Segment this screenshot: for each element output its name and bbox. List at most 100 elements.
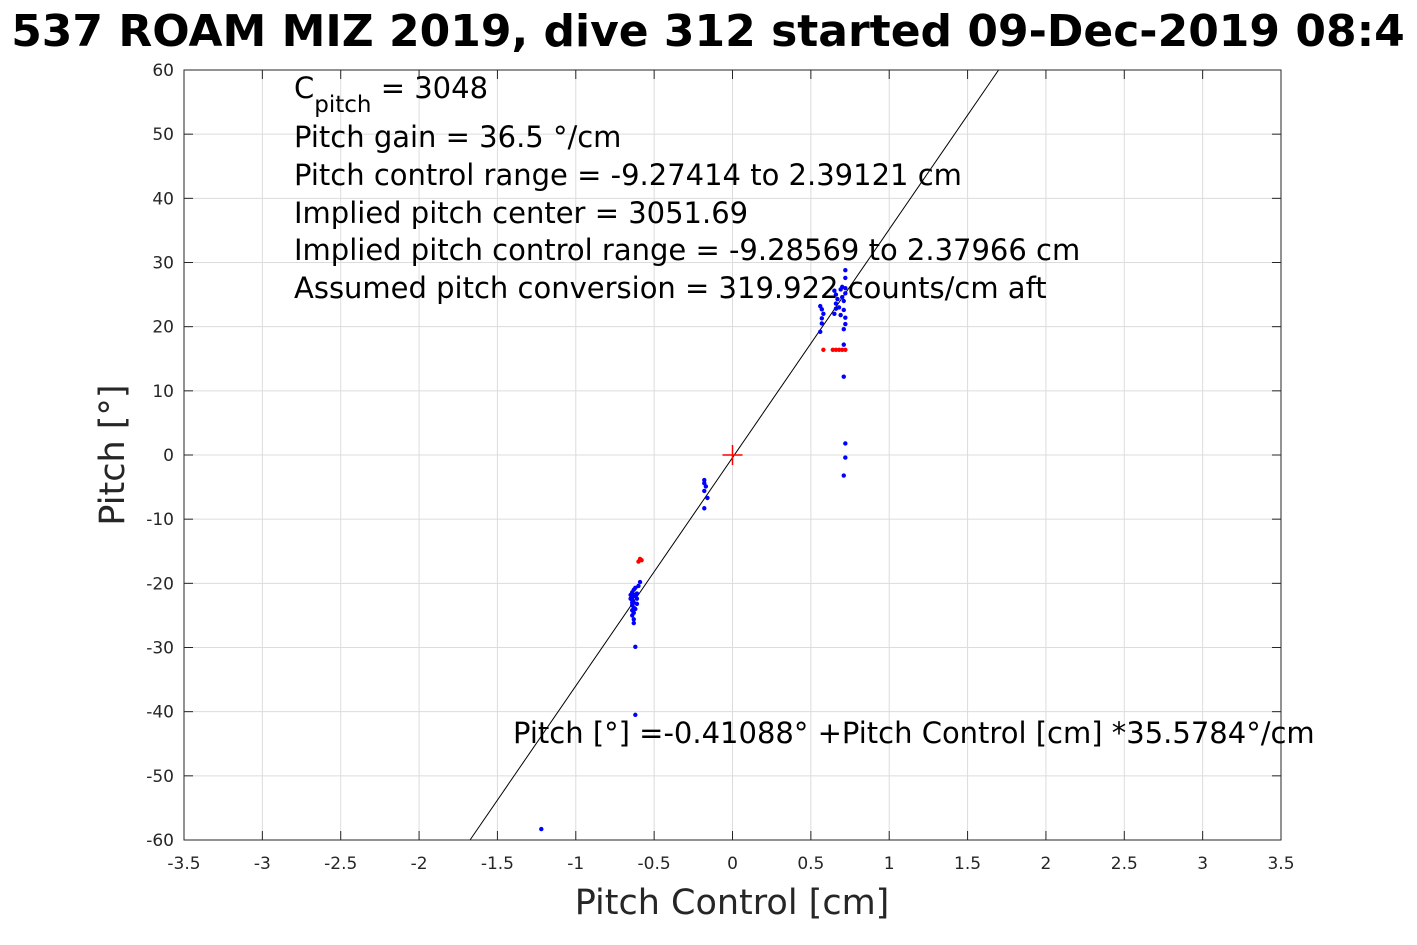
x-tick-label: 0.5 [797, 854, 824, 874]
blue-data-point [832, 288, 837, 293]
blue-data-point [835, 296, 840, 302]
pitch-control-range-annotation: Pitch control range = -9.27414 to 2.3912… [294, 158, 962, 192]
x-tick-label: -1 [567, 854, 584, 874]
red-data-point [636, 559, 641, 564]
x-tick-labels: -3.5 -3 -2.5 -2 -1.5 -1 -0.5 0 0.5 1 1.5 2 2.5 3 3.5 [167, 854, 1294, 874]
y-tick-label: -30 [146, 639, 174, 659]
x-tick-label: 2 [1041, 854, 1052, 874]
x-tick-label: 1 [884, 854, 895, 874]
blue-data-point [631, 620, 636, 626]
x-tick-label: -2 [411, 854, 428, 874]
y-tick-labels: 60 50 40 30 20 10 0 -10 -20 -30 -40 -50 -60 [146, 61, 174, 851]
blue-data-point [634, 601, 640, 607]
blue-data-point [841, 374, 846, 379]
blue-data-point [843, 455, 848, 460]
pitch-gain-annotation: Pitch gain = 36.5 °/cm [294, 120, 621, 154]
x-tick-label: -2.5 [324, 854, 357, 874]
blue-data-point [631, 617, 636, 622]
c-pitch-value: = 3048 [371, 71, 488, 105]
blue-data-point [841, 327, 846, 332]
blue-data-point [821, 311, 826, 317]
red-data-point [836, 347, 842, 352]
blue-data-point [840, 294, 845, 300]
blue-data-point [841, 342, 846, 347]
blue-data-point [702, 488, 707, 494]
x-tick-label: -3 [254, 854, 271, 874]
x-tick-label: -0.5 [638, 854, 671, 874]
blue-data-point [843, 441, 848, 446]
fit-equation-annotation: Pitch [°] =-0.41088° +Pitch Control [cm]… [513, 716, 1315, 750]
blue-data-point [843, 321, 848, 327]
y-tick-label: -10 [146, 510, 174, 530]
assumed-pitch-conversion-annotation: Assumed pitch conversion = 319.922 count… [294, 271, 1047, 305]
y-tick-label: -20 [146, 574, 174, 594]
blue-data-point [832, 311, 837, 317]
y-tick-label: -60 [146, 831, 174, 851]
c-pitch-subscript: pitch [314, 92, 371, 118]
c-pitch-main: C [294, 71, 314, 105]
blue-data-point [633, 606, 638, 612]
y-axis-label: Pitch [°] [93, 384, 133, 525]
blue-data-point [705, 495, 710, 501]
blue-data-point [843, 285, 848, 291]
blue-data-point [843, 275, 848, 281]
y-tick-label: 30 [152, 254, 174, 274]
blue-data-point [819, 316, 825, 321]
blue-data-point [841, 298, 846, 304]
y-tick-label: 60 [152, 61, 174, 81]
c-pitch-annotation: Cpitch = 3048 [294, 71, 488, 118]
chart-title: 537 ROAM MIZ 2019, dive 312 started 09-D… [11, 6, 1405, 57]
x-tick-label: 1.5 [954, 854, 981, 874]
y-tick-label: 20 [152, 318, 174, 338]
center-marker-group [722, 445, 743, 465]
y-tick-label: -50 [146, 767, 174, 787]
blue-data-point [630, 600, 635, 605]
blue-data-point [833, 301, 839, 306]
x-tick-label: 0 [727, 854, 738, 874]
blue-data-point [841, 307, 846, 313]
y-tick-label: -40 [146, 703, 174, 723]
red-data-point [843, 347, 848, 352]
blue-data-point [818, 303, 823, 309]
blue-data-point [702, 477, 707, 483]
blue-data-point [838, 312, 843, 318]
x-axis-label: Pitch Control [cm] [575, 883, 890, 923]
blue-data-point [833, 292, 839, 297]
blue-data-point [843, 315, 848, 320]
blue-data-point [836, 305, 842, 310]
blue-data-point [841, 473, 846, 478]
data-points [539, 268, 848, 832]
x-tick-label: 3.5 [1267, 854, 1294, 874]
blue-data-point [539, 826, 544, 832]
x-tick-label: 2.5 [1111, 854, 1138, 874]
x-tick-label: -1.5 [481, 854, 514, 874]
blue-data-point [633, 644, 638, 650]
y-tick-label: 50 [152, 125, 174, 145]
blue-data-point [628, 596, 633, 601]
blue-data-point [637, 579, 643, 585]
implied-pitch-center-annotation: Implied pitch center = 3051.69 [294, 196, 748, 230]
y-tick-label: 40 [152, 189, 174, 209]
y-tick-label: 0 [163, 446, 174, 466]
y-tick-label: 10 [152, 382, 174, 402]
blue-data-point [702, 481, 707, 486]
red-data-point [833, 347, 839, 352]
blue-data-point [819, 321, 825, 326]
grid [183, 69, 1282, 841]
blue-data-point [633, 712, 638, 718]
ticks [183, 69, 1282, 841]
blue-data-point [633, 593, 638, 599]
implied-pitch-control-range-annotation: Implied pitch control range = -9.28569 t… [294, 233, 1080, 267]
annotations: Cpitch = 3048 Pitch gain = 36.5 °/cm Pit… [294, 71, 1315, 750]
x-tick-label: -3.5 [167, 854, 200, 874]
blue-data-point [843, 268, 848, 273]
x-tick-label: 3 [1197, 854, 1208, 874]
blue-data-point [636, 583, 641, 589]
blue-data-point [843, 291, 848, 296]
red-data-point [821, 347, 826, 352]
blue-data-point [818, 329, 823, 334]
red-data-point [830, 347, 835, 352]
red-data-point [840, 347, 845, 352]
blue-data-point [702, 506, 707, 511]
